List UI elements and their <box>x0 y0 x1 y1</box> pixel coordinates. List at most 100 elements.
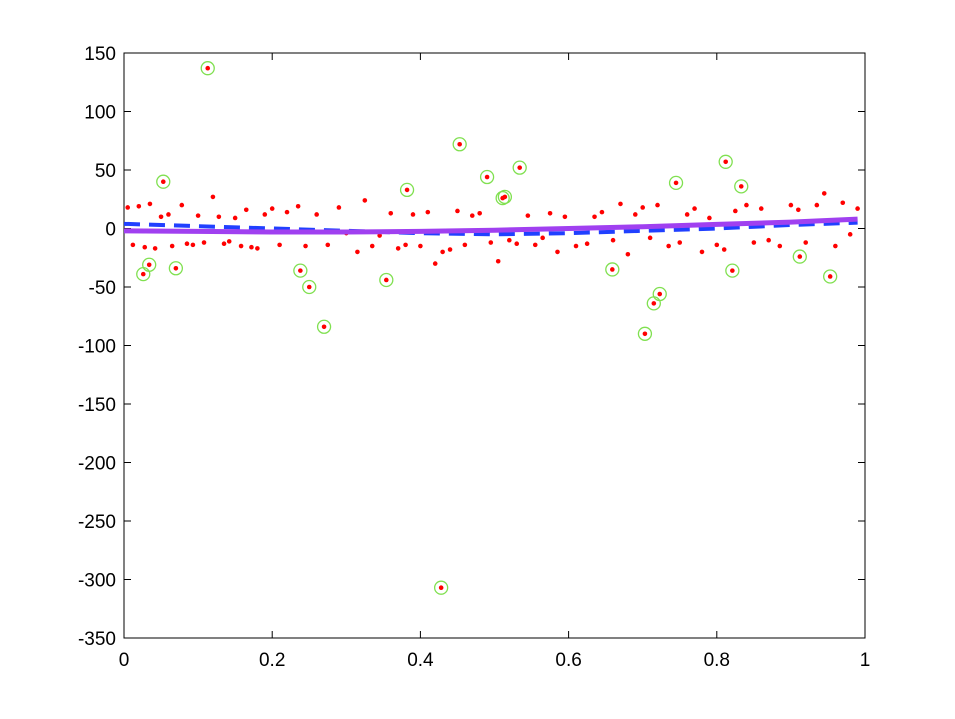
point <box>562 214 568 220</box>
outlier-ring <box>433 580 449 595</box>
point <box>284 209 290 215</box>
y-tick-label: 50 <box>95 161 116 182</box>
outlier-ring <box>379 272 394 288</box>
y-tick-label: 150 <box>84 44 116 65</box>
outlier-point <box>792 249 807 264</box>
outlier-point <box>718 154 733 169</box>
point <box>210 194 216 200</box>
outlier-ring <box>734 179 749 194</box>
outlier-ring <box>479 169 495 185</box>
outlier-point <box>734 179 749 194</box>
point <box>440 249 445 255</box>
point <box>277 242 282 248</box>
point <box>166 212 171 217</box>
point <box>216 214 222 220</box>
point <box>226 239 232 244</box>
point <box>142 244 148 250</box>
outlier-ring <box>823 269 838 284</box>
point <box>190 242 196 248</box>
point <box>751 240 757 245</box>
outlier-ring <box>316 319 332 334</box>
point <box>303 243 308 249</box>
point <box>232 215 238 221</box>
point-dot <box>404 187 410 193</box>
point <box>547 210 553 216</box>
point-dot <box>321 324 327 330</box>
outlier-ring <box>725 263 740 278</box>
point <box>249 244 254 250</box>
point-dot <box>160 179 166 184</box>
outlier-point <box>605 262 620 277</box>
outlier-point <box>399 182 415 198</box>
point <box>179 202 185 208</box>
y-tick-label: -150 <box>78 395 116 416</box>
outlier-point <box>512 160 527 175</box>
point <box>269 206 275 211</box>
y-tick-label: 0 <box>105 220 116 241</box>
point-dot <box>610 267 615 272</box>
outlier-point <box>823 269 838 284</box>
outlier-ring <box>293 263 308 278</box>
point <box>136 203 142 209</box>
point <box>699 249 705 255</box>
point <box>855 206 860 211</box>
x-tick-label: 0.4 <box>407 650 434 671</box>
point <box>733 208 738 214</box>
point <box>495 258 501 264</box>
outlier-ring <box>637 326 653 341</box>
point <box>477 210 482 216</box>
point <box>647 235 653 241</box>
point-dot <box>517 165 522 170</box>
point-dot <box>502 194 508 200</box>
x-tick-label: 0.2 <box>259 650 285 671</box>
point <box>314 212 319 217</box>
point-dot <box>642 331 648 337</box>
outlier-point <box>168 261 184 276</box>
point <box>525 213 531 218</box>
point <box>814 202 820 208</box>
outlier-point <box>637 326 653 341</box>
point-dot <box>146 262 152 268</box>
point <box>677 240 683 245</box>
outlier-ring <box>605 262 620 277</box>
fit-line <box>123 216 858 235</box>
point <box>184 241 190 247</box>
x-tick-label: 0.8 <box>704 650 730 671</box>
point <box>410 212 416 217</box>
point <box>255 246 260 251</box>
outlier-point <box>652 286 667 302</box>
point <box>432 261 438 266</box>
point <box>803 240 809 245</box>
x-tick-label: 1 <box>860 650 871 671</box>
outlier-ring <box>399 182 415 198</box>
point <box>425 209 431 215</box>
point-dot <box>723 159 728 165</box>
point-dot <box>657 291 663 297</box>
point <box>125 205 131 210</box>
point <box>355 249 360 255</box>
point <box>714 242 720 248</box>
point-dot <box>384 277 389 283</box>
point <box>821 191 827 196</box>
point-dot <box>730 268 735 273</box>
point <box>195 213 201 218</box>
y-tick-label: -50 <box>89 278 116 299</box>
outlier-point <box>200 61 215 76</box>
point <box>447 247 453 252</box>
outlier-point <box>293 263 308 278</box>
point <box>766 237 771 243</box>
point <box>262 212 268 217</box>
point <box>325 242 331 248</box>
point <box>395 246 401 251</box>
point <box>403 242 408 248</box>
outlier-point <box>497 189 513 205</box>
point <box>618 201 623 207</box>
outlier-point <box>452 137 467 152</box>
y-tick-label: -200 <box>78 454 116 475</box>
point-dot <box>173 265 179 271</box>
y-tick-label: 100 <box>84 103 116 124</box>
point-dot <box>738 184 744 189</box>
point <box>707 215 712 221</box>
point <box>507 237 512 243</box>
